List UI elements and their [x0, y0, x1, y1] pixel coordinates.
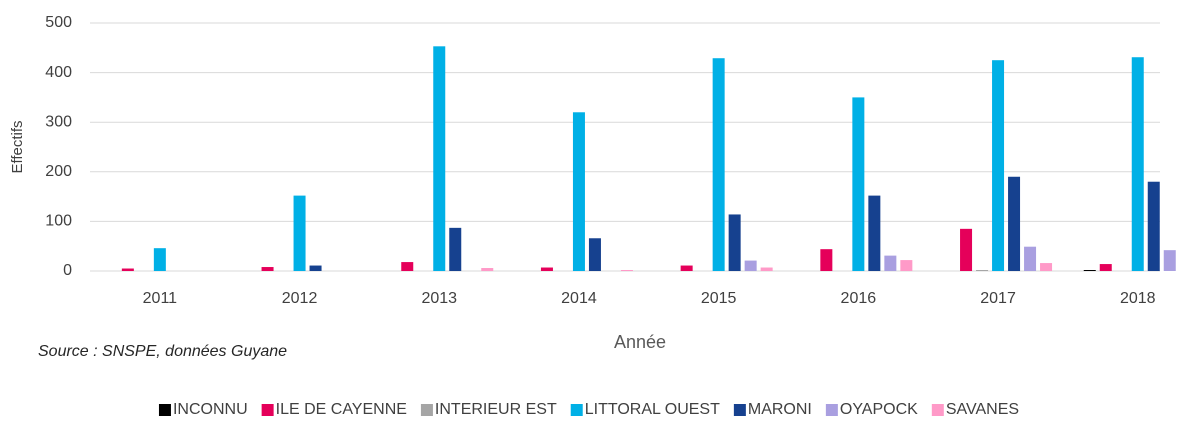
- bar: [620, 270, 633, 271]
- bar: [728, 214, 741, 271]
- bar: [293, 195, 306, 271]
- legend-swatch: [931, 404, 944, 416]
- y-tick-label: 300: [45, 113, 72, 130]
- x-tick-label: 2012: [282, 290, 318, 307]
- bar: [1099, 264, 1112, 271]
- legend-label: SAVANES: [946, 401, 1019, 418]
- bar: [868, 195, 881, 271]
- bar: [572, 112, 585, 271]
- bar: [1163, 250, 1176, 271]
- bar: [153, 248, 166, 271]
- legend-label: ILE DE CAYENNE: [276, 401, 407, 418]
- bar: [852, 97, 865, 272]
- x-tick-label: 2013: [421, 290, 457, 307]
- bar: [820, 249, 833, 271]
- x-axis-label: Année: [614, 332, 666, 352]
- bar: [744, 260, 757, 271]
- bar: [1040, 263, 1053, 271]
- bar: [992, 60, 1005, 272]
- bar: [900, 260, 913, 271]
- source-note: Source : SNSPE, données Guyane: [38, 343, 287, 360]
- bar: [449, 227, 462, 271]
- legend-swatch: [825, 404, 838, 416]
- legend-swatch: [420, 404, 433, 416]
- legend-swatch: [261, 404, 274, 416]
- x-tick-label: 2016: [841, 290, 877, 307]
- x-tick-label: 2017: [980, 290, 1016, 307]
- bar: [1083, 270, 1096, 271]
- legend-label: MARONI: [748, 401, 812, 418]
- x-tick-label: 2014: [561, 290, 597, 307]
- y-tick-label: 0: [63, 262, 72, 279]
- bar: [540, 267, 553, 271]
- y-tick-label: 100: [45, 213, 72, 230]
- legend-label: INCONNU: [173, 401, 248, 418]
- y-axis-label: Effectifs: [9, 120, 26, 173]
- bar: [1024, 246, 1037, 271]
- legend-swatch: [570, 404, 583, 416]
- legend-swatch: [158, 404, 171, 416]
- bar: [121, 268, 134, 271]
- legend-swatch: [733, 404, 746, 416]
- bar: [1008, 176, 1021, 271]
- bar: [1131, 57, 1144, 271]
- bar: [309, 265, 322, 271]
- legend: INCONNU ILE DE CAYENNE INTERIEUR EST LITTOR…: [158, 401, 1019, 418]
- bar: [760, 267, 773, 271]
- legend-label: OYAPOCK: [840, 401, 918, 418]
- bar: [433, 46, 446, 272]
- bar: [588, 238, 601, 271]
- x-tick-label: 2011: [143, 290, 178, 307]
- legend-label: LITTORAL OUEST: [585, 401, 720, 418]
- y-tick-label: 200: [45, 163, 72, 180]
- bar: [401, 262, 414, 271]
- bar: [1147, 181, 1160, 271]
- legend-label: INTERIEUR EST: [435, 401, 557, 418]
- bar: [481, 268, 494, 271]
- bar: [960, 228, 973, 271]
- y-tick-label: 400: [45, 64, 72, 81]
- bar: [884, 255, 897, 271]
- x-tick-label: 2015: [701, 290, 737, 307]
- bar: [680, 265, 693, 271]
- x-tick-label: 2018: [1120, 290, 1156, 307]
- bar: [712, 58, 725, 271]
- bar: [976, 270, 989, 271]
- bar: [261, 267, 274, 271]
- y-tick-label: 500: [45, 14, 72, 31]
